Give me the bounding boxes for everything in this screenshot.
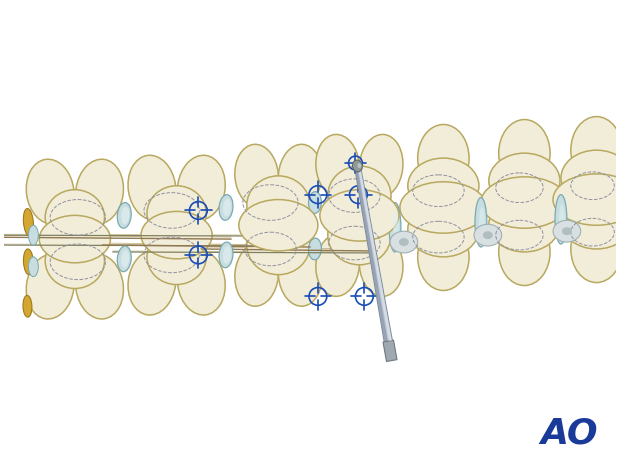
Ellipse shape [117,246,131,272]
Ellipse shape [26,254,74,319]
Ellipse shape [389,202,401,252]
Ellipse shape [483,231,493,239]
Ellipse shape [24,208,33,236]
Ellipse shape [76,254,123,319]
Ellipse shape [128,250,176,315]
Ellipse shape [219,195,233,220]
Ellipse shape [122,207,129,224]
Ellipse shape [117,202,131,228]
Ellipse shape [309,192,321,213]
Ellipse shape [45,233,105,289]
Ellipse shape [223,199,231,216]
Ellipse shape [147,229,206,285]
Ellipse shape [399,238,409,246]
Text: AO: AO [540,417,598,451]
Ellipse shape [219,242,233,268]
Ellipse shape [39,215,110,263]
Ellipse shape [553,174,620,225]
Ellipse shape [418,124,469,192]
Ellipse shape [316,233,360,297]
Ellipse shape [247,176,310,235]
Ellipse shape [26,159,74,224]
Ellipse shape [29,257,38,277]
Ellipse shape [309,238,321,260]
Ellipse shape [23,296,32,317]
Polygon shape [383,340,397,362]
Ellipse shape [357,163,361,168]
Ellipse shape [76,159,123,224]
Ellipse shape [360,134,403,197]
Ellipse shape [328,166,391,225]
Ellipse shape [498,218,550,285]
Ellipse shape [481,177,568,228]
Ellipse shape [328,206,391,265]
Ellipse shape [128,155,176,220]
Ellipse shape [475,197,487,247]
Ellipse shape [278,144,322,207]
Ellipse shape [418,223,469,291]
Ellipse shape [553,220,581,242]
Ellipse shape [122,250,129,268]
Ellipse shape [247,215,310,274]
Ellipse shape [498,119,550,187]
Ellipse shape [571,215,620,283]
Ellipse shape [555,195,567,244]
Ellipse shape [320,190,399,241]
Ellipse shape [239,200,318,251]
Ellipse shape [147,186,206,241]
Ellipse shape [559,205,565,234]
Polygon shape [358,166,392,341]
Ellipse shape [177,155,225,220]
Ellipse shape [360,233,403,297]
Ellipse shape [45,190,105,245]
Ellipse shape [177,250,225,315]
Ellipse shape [479,207,485,237]
Ellipse shape [489,196,560,252]
Ellipse shape [24,249,33,274]
Polygon shape [355,165,392,342]
Ellipse shape [408,158,479,213]
Ellipse shape [474,224,502,246]
Ellipse shape [352,160,363,172]
Ellipse shape [561,150,620,206]
Ellipse shape [393,213,399,242]
Polygon shape [355,166,388,342]
Ellipse shape [235,144,278,207]
Ellipse shape [141,212,212,259]
Ellipse shape [489,153,560,208]
Ellipse shape [562,227,572,235]
Ellipse shape [235,243,278,306]
Ellipse shape [561,194,620,249]
Ellipse shape [223,246,231,264]
Ellipse shape [390,231,418,253]
Ellipse shape [571,117,620,184]
Ellipse shape [29,225,38,245]
Ellipse shape [316,134,360,197]
Ellipse shape [408,202,479,257]
Ellipse shape [400,182,487,233]
Ellipse shape [278,243,322,306]
